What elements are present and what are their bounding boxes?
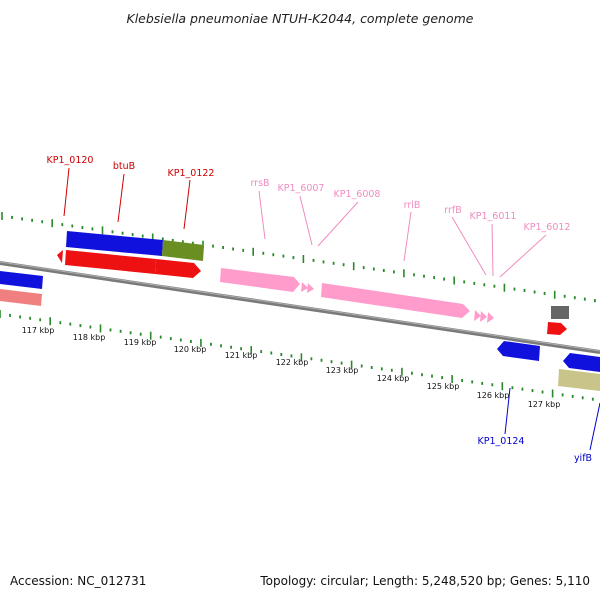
label-kp1-0120[interactable]: KP1_0120 xyxy=(47,155,94,166)
kbp-label: 125 kbp xyxy=(427,382,460,391)
kbp-label: 123 kbp xyxy=(326,366,359,375)
gene-gray-block[interactable] xyxy=(551,306,569,319)
gene-rrfb-arrow[interactable] xyxy=(474,310,481,321)
gene-labels: KP1_0120 btuB KP1_0122 rrsB KP1_6007 KP1… xyxy=(47,155,593,464)
label-rrsb[interactable]: rrsB xyxy=(250,178,269,189)
gene-kp1-6011-arrow[interactable] xyxy=(480,311,487,322)
kbp-label: 124 kbp xyxy=(377,374,410,383)
inner-tick-track xyxy=(0,310,594,401)
label-leader-lines xyxy=(63,167,600,451)
label-kp1-6007[interactable]: KP1_6007 xyxy=(278,183,325,194)
kbp-label: 127 kbp xyxy=(528,400,561,409)
reverse-strand-features xyxy=(0,271,600,391)
gene-rrsb-arrow[interactable] xyxy=(220,268,300,292)
gene-kp1-0122-block[interactable] xyxy=(162,240,204,261)
label-kp1-0122[interactable]: KP1_0122 xyxy=(168,168,215,179)
genome-backbone xyxy=(0,261,600,354)
gene-left-blue-block[interactable] xyxy=(0,271,43,289)
map-title: Klebsiella pneumoniae NTUH-K2044, comple… xyxy=(127,11,474,26)
label-kp1-0124[interactable]: KP1_0124 xyxy=(478,436,525,447)
kbp-label: 126 kbp xyxy=(477,391,510,400)
label-rrfb[interactable]: rrfB xyxy=(444,205,462,216)
gene-btub-arrow[interactable] xyxy=(65,250,156,274)
label-yifb[interactable]: yifB xyxy=(574,453,592,464)
gene-kp1-0124-arrow[interactable] xyxy=(497,341,540,361)
kbp-label: 120 kbp xyxy=(174,345,207,354)
label-rrlb[interactable]: rrlB xyxy=(404,200,421,211)
kbp-scale-labels: 117 kbp 118 kbp 119 kbp 120 kbp 121 kbp … xyxy=(22,326,561,409)
accession-text: Accession: NC_012731 xyxy=(10,574,146,588)
topology-text: Topology: circular; Length: 5,248,520 bp… xyxy=(259,574,590,588)
forward-strand-features xyxy=(57,231,569,335)
gene-rrlb-arrow[interactable] xyxy=(321,283,470,318)
gene-kp1-0120-block[interactable] xyxy=(66,231,163,256)
kbp-label: 118 kbp xyxy=(73,333,106,342)
kbp-label: 117 kbp xyxy=(22,326,55,335)
gene-left-salmon-block[interactable] xyxy=(0,289,42,306)
label-btub[interactable]: btuB xyxy=(113,161,135,172)
kbp-label: 119 kbp xyxy=(124,338,157,347)
outer-tick-track xyxy=(1,212,596,303)
gene-small-red-arrow[interactable] xyxy=(547,322,567,335)
gene-kp1-6012-arrow[interactable] xyxy=(487,312,494,323)
gene-kp1-6008-arrow[interactable] xyxy=(307,283,314,293)
gene-yifb-khaki-block[interactable] xyxy=(558,369,600,391)
kbp-label: 121 kbp xyxy=(225,351,258,360)
gene-small-red-start[interactable] xyxy=(57,250,63,263)
label-kp1-6008[interactable]: KP1_6008 xyxy=(334,189,381,200)
gene-yifb-arrow[interactable] xyxy=(563,353,600,372)
kbp-label: 122 kbp xyxy=(276,358,309,367)
label-kp1-6011[interactable]: KP1_6011 xyxy=(470,211,517,222)
gene-kp1-0122-arrow[interactable] xyxy=(155,259,201,278)
gene-kp1-6007-arrow[interactable] xyxy=(301,282,308,292)
label-kp1-6012[interactable]: KP1_6012 xyxy=(524,222,571,233)
